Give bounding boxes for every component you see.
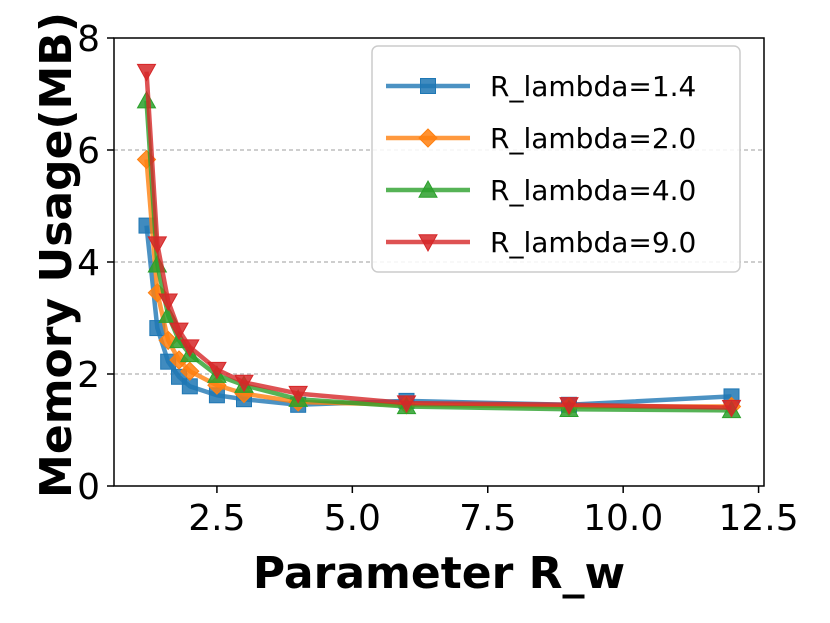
x-axis-title: Parameter R_w <box>253 548 625 599</box>
legend-marker <box>418 234 438 253</box>
data-point <box>721 399 742 418</box>
legend: R_lambda=1.4 R_lambda=2.0 R_lambda=4.0 R_la… <box>371 45 741 273</box>
x-tick-label: 7.5 <box>459 498 516 539</box>
x-tick-label: 12.5 <box>719 498 799 539</box>
data-point <box>169 322 189 341</box>
data-point <box>559 397 579 415</box>
data-point <box>180 361 200 381</box>
data-point <box>288 385 309 404</box>
y-tick-label: 8 <box>77 19 100 60</box>
data-point <box>207 361 227 380</box>
legend-box <box>371 45 741 273</box>
x-tick-label: 2.5 <box>188 498 245 539</box>
y-tick-label: 6 <box>77 131 100 172</box>
y-tick-label: 4 <box>77 243 100 284</box>
y-tick-label: 2 <box>77 355 100 396</box>
legend-marker <box>418 179 438 198</box>
legend-label: R_lambda=4.0 <box>490 174 696 207</box>
data-point <box>158 293 179 312</box>
legend-label: R_lambda=1.4 <box>490 70 696 103</box>
data-point <box>181 378 198 395</box>
legend-label: R_lambda=2.0 <box>490 122 696 155</box>
data-point <box>147 236 168 255</box>
tick-layer: 0 2 4 6 8 2.5 5.0 7.5 10.0 12.5 <box>77 19 799 539</box>
data-point <box>179 339 200 358</box>
data-point <box>396 395 417 414</box>
legend-marker <box>420 78 436 94</box>
series-R_lambda=9.0 <box>136 63 742 418</box>
data-point <box>136 63 157 82</box>
x-tick-label: 5.0 <box>324 498 381 539</box>
y-axis-title: Memory Usage(MB) <box>31 12 82 498</box>
y-tick-label: 0 <box>77 467 100 508</box>
legend-marker <box>418 128 438 148</box>
series-layer <box>136 63 742 419</box>
x-tick-label: 10.0 <box>583 498 663 539</box>
legend-label: R_lambda=9.0 <box>490 226 696 259</box>
data-point <box>234 374 254 393</box>
